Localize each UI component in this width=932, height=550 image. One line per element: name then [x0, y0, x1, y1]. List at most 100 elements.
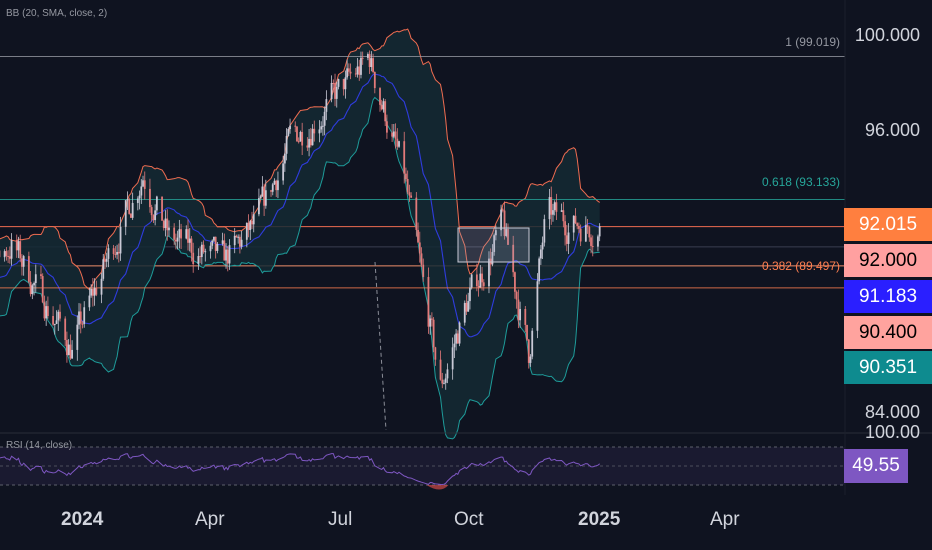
candle-body: [79, 311, 82, 324]
candle-body: [398, 141, 400, 147]
candle-body: [71, 349, 74, 359]
candle-body: [43, 302, 46, 319]
bb-basis-line: [0, 73, 600, 338]
candle-body: [225, 249, 227, 261]
candle-body: [247, 222, 250, 230]
fib-label-0618: 0.618 (93.133): [761, 175, 840, 189]
time-axis-jul: Jul: [328, 509, 353, 530]
candle-body: [477, 286, 480, 288]
candle-body: [332, 82, 335, 84]
rsi-indicator-label[interactable]: RSI (14, close): [6, 440, 73, 451]
candle-body: [199, 256, 202, 258]
candle-body: [465, 302, 468, 312]
candle-body: [21, 258, 23, 267]
candle-body: [320, 126, 323, 130]
candle-body: [325, 99, 328, 112]
candle-body: [164, 218, 167, 229]
candle-body: [458, 322, 461, 344]
candle-body: [3, 251, 6, 258]
candle-body: [469, 287, 471, 302]
candle-body: [368, 54, 371, 68]
candle-body: [455, 333, 458, 344]
candle-body: [335, 86, 338, 99]
candle-body: [282, 163, 285, 181]
candle-body: [479, 273, 482, 288]
candle-body: [296, 126, 298, 142]
candle-body: [597, 236, 599, 247]
candle-body: [524, 308, 527, 325]
candle-body: [553, 202, 556, 211]
candle-body: [318, 129, 321, 134]
time-axis-apr-2024: Apr: [195, 509, 225, 530]
candle-body: [277, 180, 279, 191]
candle-body: [22, 256, 25, 267]
candle-body: [470, 274, 473, 288]
candle-body: [306, 145, 309, 148]
candle-body: [27, 256, 30, 282]
candle-body: [441, 379, 444, 384]
candle-body: [185, 229, 188, 239]
time-axis-oct: Oct: [454, 509, 484, 530]
candle-body: [176, 237, 179, 242]
candle-body: [45, 306, 48, 319]
candle-body: [301, 131, 304, 146]
candle-body: [432, 319, 435, 348]
candle-body: [313, 128, 316, 134]
candle-body: [360, 57, 362, 75]
candle-body: [192, 252, 195, 265]
candle-body: [373, 71, 376, 89]
candle-body: [114, 253, 117, 255]
candle-body: [126, 199, 129, 201]
candle-body: [55, 320, 58, 324]
candle-body: [187, 229, 189, 243]
candle-body: [211, 240, 214, 246]
candle-body: [213, 236, 215, 241]
bb-indicator-label[interactable]: BB (20, SMA, close, 2): [6, 8, 108, 19]
candle-body: [237, 236, 240, 238]
candle-body: [311, 128, 314, 146]
candle-body: [526, 324, 528, 340]
candle-body: [105, 258, 108, 262]
candle-body: [289, 125, 291, 130]
candle-body: [548, 197, 551, 220]
candle-body: [386, 121, 388, 133]
rsi-line: [0, 453, 601, 486]
candle-body: [102, 259, 105, 279]
price-axis-tick-84: 84.000: [864, 402, 920, 422]
candle-body: [403, 141, 406, 174]
candle-body: [5, 251, 8, 256]
candle-body: [259, 196, 262, 199]
candle-body: [112, 248, 115, 254]
candle-body: [361, 57, 364, 59]
time-axis-2024: 2024: [61, 509, 104, 530]
candle-body: [249, 220, 252, 230]
candle-body: [579, 228, 582, 242]
candle-body: [396, 138, 399, 147]
candle-body: [190, 238, 193, 253]
candle-body: [467, 301, 470, 312]
candle-body: [138, 195, 141, 199]
candle-body: [392, 131, 395, 137]
candle-body: [562, 210, 565, 222]
candle-body: [19, 241, 22, 259]
candle-body: [514, 272, 516, 292]
candle-body: [539, 249, 542, 259]
candle-body: [57, 311, 60, 321]
candle-body: [555, 202, 558, 212]
candle-body: [354, 73, 357, 75]
candle-body: [590, 237, 592, 247]
candle-body: [40, 274, 42, 277]
candle-body: [347, 68, 350, 72]
candle-body: [263, 186, 266, 206]
candle-body: [83, 307, 86, 324]
price-tag-upper-fib: 92.015: [844, 208, 932, 241]
candle-body: [76, 324, 79, 350]
candle-body: [308, 138, 310, 148]
candle-body: [560, 210, 563, 212]
candle-body: [100, 278, 103, 295]
candle-body: [53, 323, 56, 325]
candle-body: [410, 195, 413, 198]
candle-body: [405, 173, 407, 180]
candle-body: [584, 225, 587, 242]
